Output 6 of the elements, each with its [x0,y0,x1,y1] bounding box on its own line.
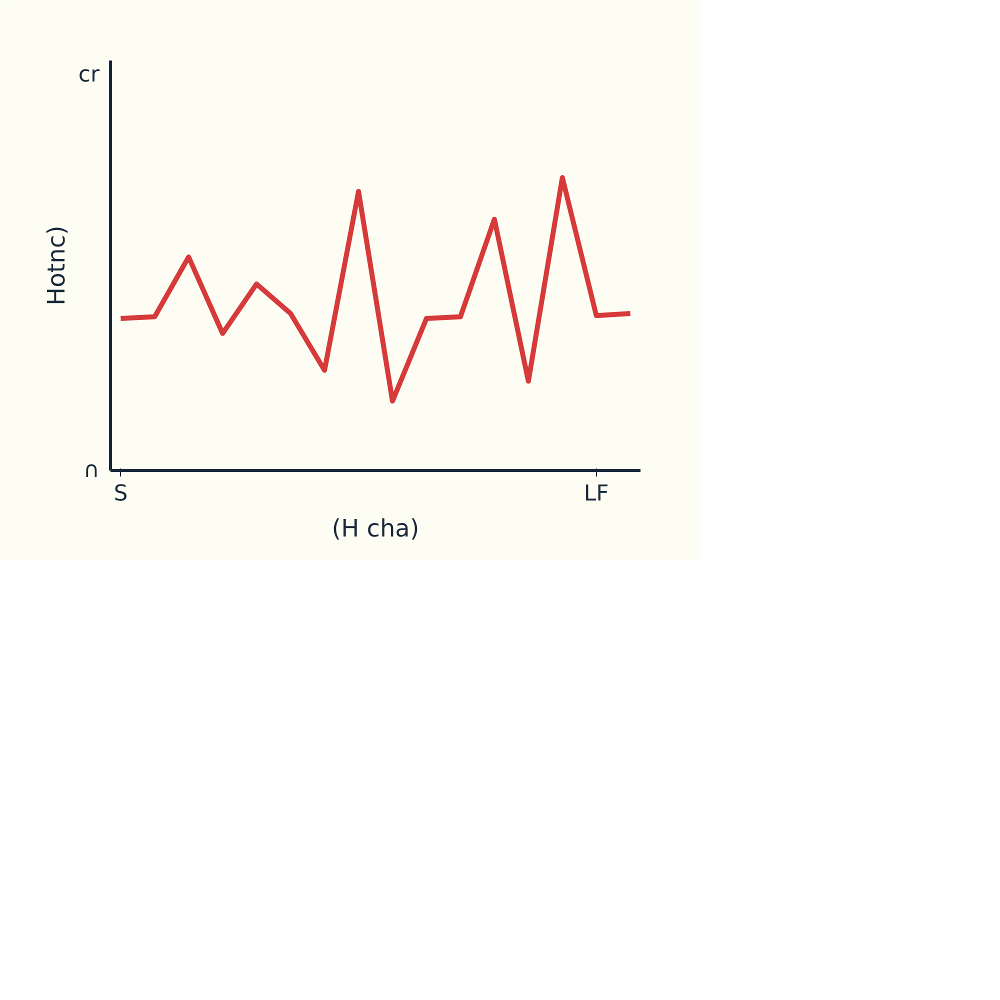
text: ∩ [83,458,100,483]
y-axis-title: Hotnc) [42,226,70,306]
x-axis-title: (H cha) [332,514,420,542]
x-tick-label: LF [584,482,609,506]
x-tick-label: S [114,482,128,506]
text: cr [78,62,100,88]
